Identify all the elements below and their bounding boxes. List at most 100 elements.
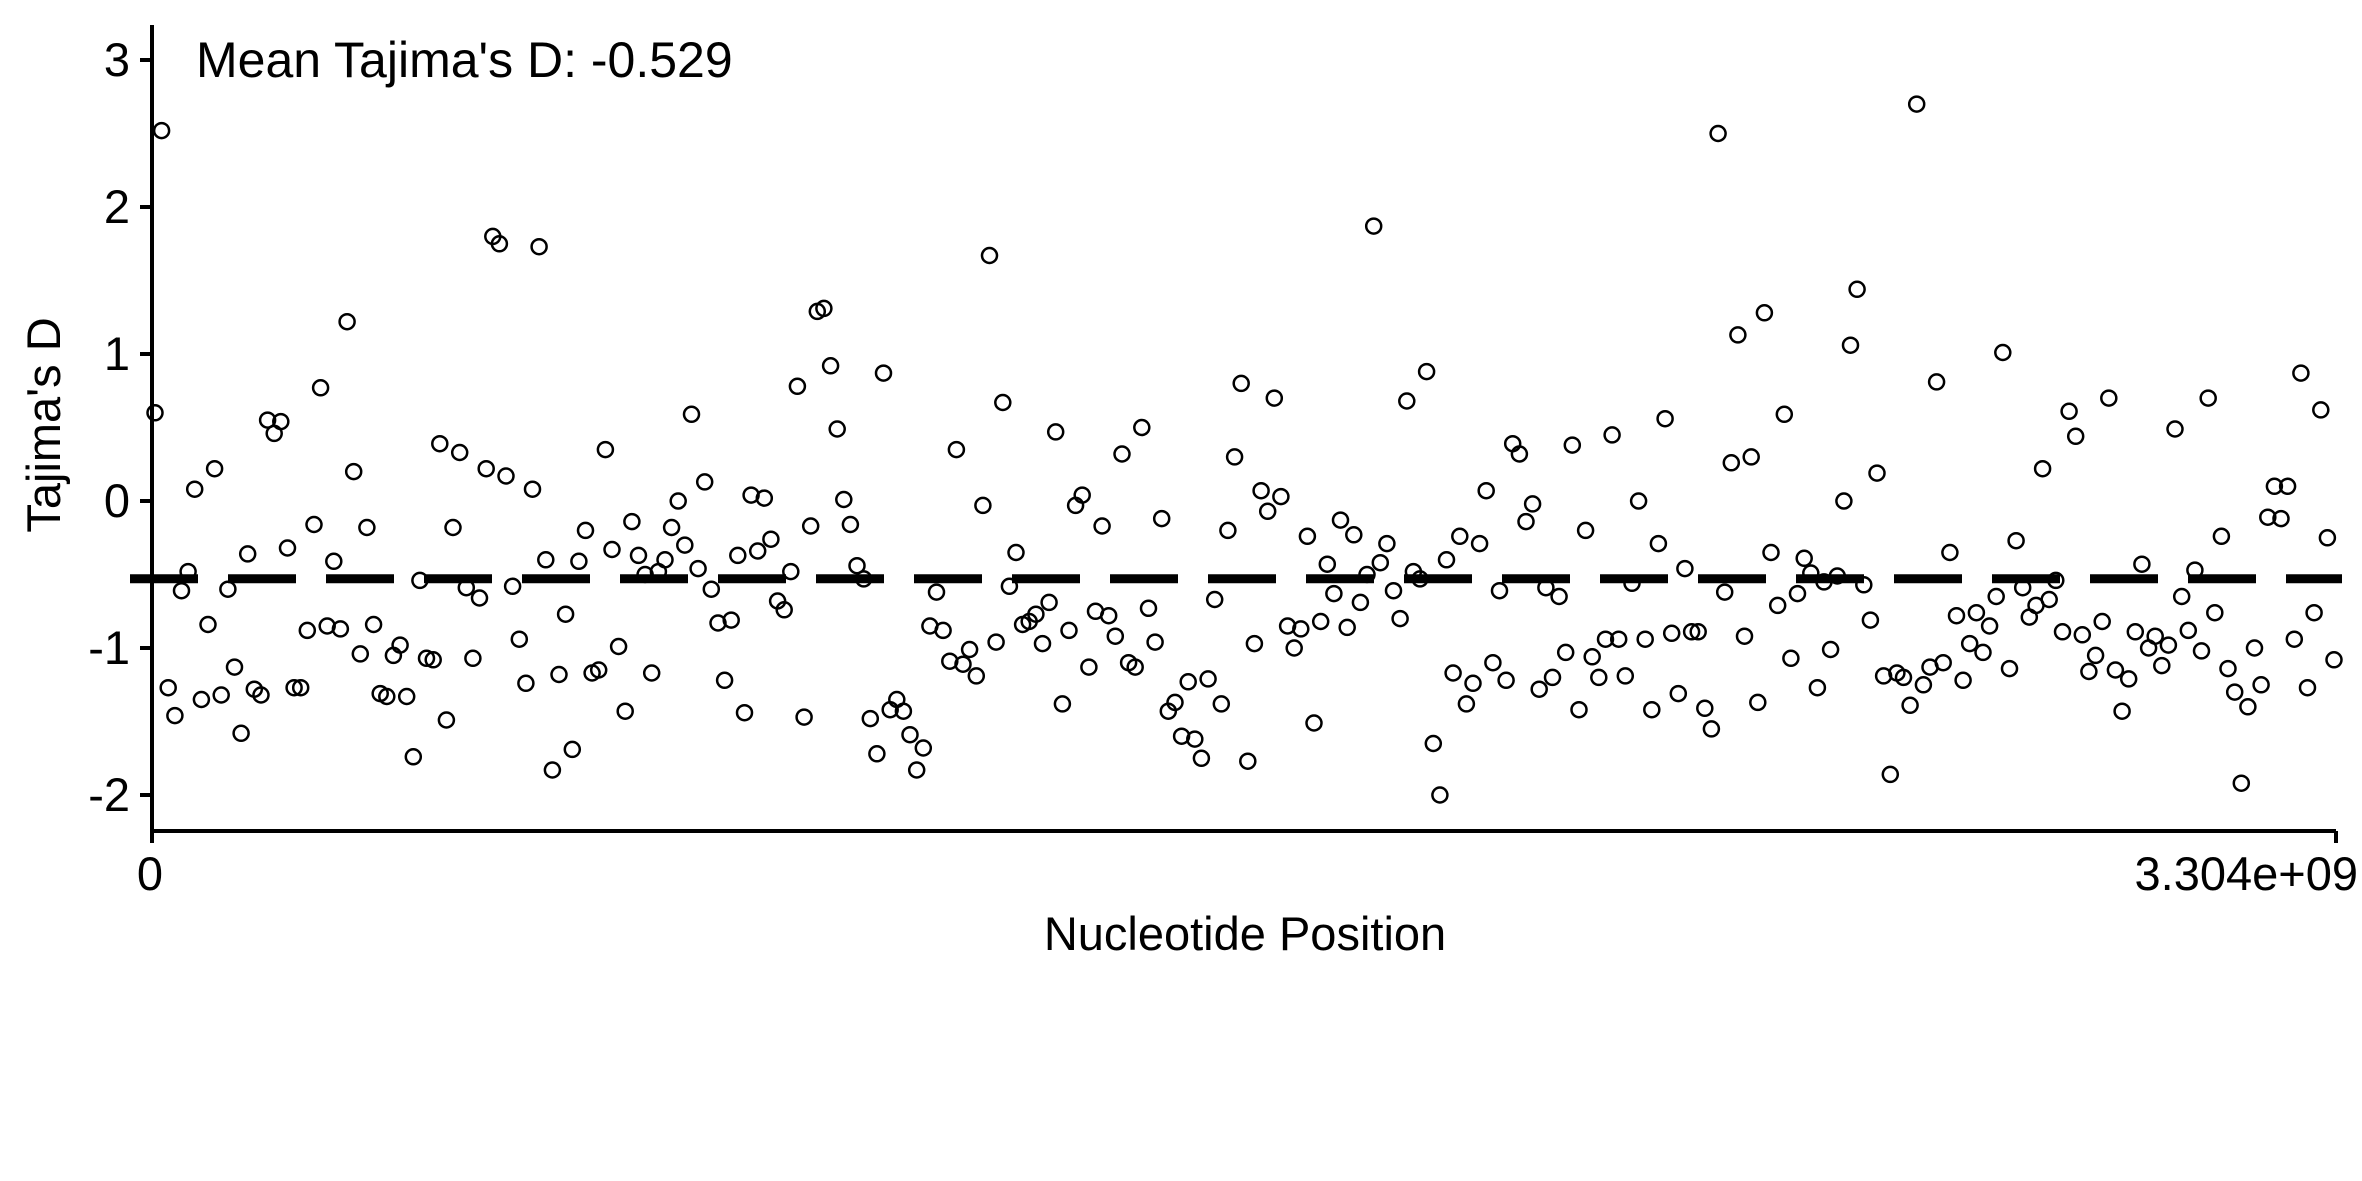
data-point (1126, 658, 1144, 676)
data-point (1378, 534, 1396, 553)
data-point (629, 546, 648, 565)
data-point (1848, 280, 1866, 299)
data-point (358, 518, 376, 537)
data-point (444, 518, 462, 537)
data-point (1603, 426, 1621, 444)
data-point (570, 552, 588, 571)
data-point (2212, 527, 2231, 546)
data-point (1027, 605, 1045, 623)
data-point (258, 411, 277, 429)
data-point (2305, 603, 2323, 622)
data-point (676, 536, 694, 554)
data-point (1424, 734, 1443, 753)
data-point (1417, 362, 1436, 381)
data-point (1007, 543, 1025, 562)
data-point (1755, 304, 1774, 322)
data-point (1742, 448, 1760, 466)
data-point (1318, 555, 1337, 573)
data-point (1305, 714, 1323, 732)
data-point (1212, 695, 1231, 713)
data-point (1298, 527, 1317, 546)
data-point (609, 637, 628, 656)
data-point (1490, 581, 1509, 600)
data-point (1676, 559, 1694, 578)
data-point (1941, 543, 1959, 562)
data-point (1464, 674, 1482, 693)
data-point (2080, 662, 2098, 681)
data-point (1729, 326, 1747, 344)
data-point (1457, 695, 1476, 713)
data-point (490, 235, 509, 253)
data-point (1616, 667, 1635, 685)
data-point (1636, 630, 1654, 648)
data-point (1477, 481, 1495, 500)
data-point (1133, 418, 1151, 437)
data-point (2285, 630, 2304, 648)
data-point (848, 556, 866, 575)
data-point (1609, 630, 1628, 648)
data-point (2259, 508, 2277, 526)
data-point (1080, 658, 1098, 676)
data-point (172, 581, 191, 600)
data-point (305, 515, 323, 534)
x-tick-label: 0 (137, 847, 163, 900)
y-tick-label: -2 (88, 768, 130, 821)
data-point (2265, 477, 2284, 496)
data-point (1788, 584, 1807, 603)
data-point (841, 515, 860, 534)
data-point (1033, 634, 1052, 653)
data-point (1384, 581, 1403, 600)
data-point (2133, 555, 2151, 573)
y-axis-ticks: -2 -1 0 1 2 3 (88, 33, 152, 821)
data-point (1093, 517, 1111, 535)
data-point (1576, 521, 1595, 540)
data-point (2153, 656, 2171, 675)
data-point (2126, 623, 2145, 641)
data-point (1702, 720, 1721, 738)
data-point (835, 490, 853, 509)
y-tick-label: -1 (88, 621, 130, 674)
data-point (1073, 486, 1091, 504)
data-point (364, 615, 383, 634)
data-point (2272, 509, 2290, 528)
data-point (662, 518, 681, 537)
data-point (2100, 389, 2118, 407)
data-point (1325, 584, 1343, 603)
data-point (212, 686, 230, 704)
data-point (2000, 659, 2019, 678)
data-point (1709, 124, 1727, 143)
data-point (1643, 700, 1661, 719)
data-point (1960, 634, 1979, 653)
data-point (1980, 617, 1999, 635)
data-point (974, 496, 992, 515)
mean-annotation: Mean Tajima's D: -0.529 (196, 32, 733, 88)
data-point (669, 492, 687, 510)
data-point (1113, 445, 1131, 463)
data-point (1497, 671, 1515, 690)
data-point (596, 440, 615, 459)
data-point (232, 724, 250, 743)
data-point (1868, 464, 1886, 482)
data-point (603, 540, 621, 559)
data-point (344, 462, 363, 481)
data-point (1437, 551, 1456, 569)
data-point (801, 517, 820, 535)
data-point (1470, 534, 1489, 553)
data-point (2312, 401, 2330, 419)
data-point (868, 745, 886, 763)
data-point (1351, 593, 1370, 612)
data-point (762, 530, 780, 548)
data-point (185, 480, 204, 498)
data-point (404, 748, 423, 766)
data-point (2325, 651, 2343, 669)
data-point (238, 545, 257, 563)
data-point (927, 583, 946, 601)
data-point (1841, 336, 1860, 354)
data-point (2119, 670, 2138, 688)
data-point (874, 364, 893, 382)
data-point (424, 651, 442, 669)
data-point (821, 357, 840, 375)
data-point (298, 621, 317, 640)
data-point (729, 546, 747, 565)
